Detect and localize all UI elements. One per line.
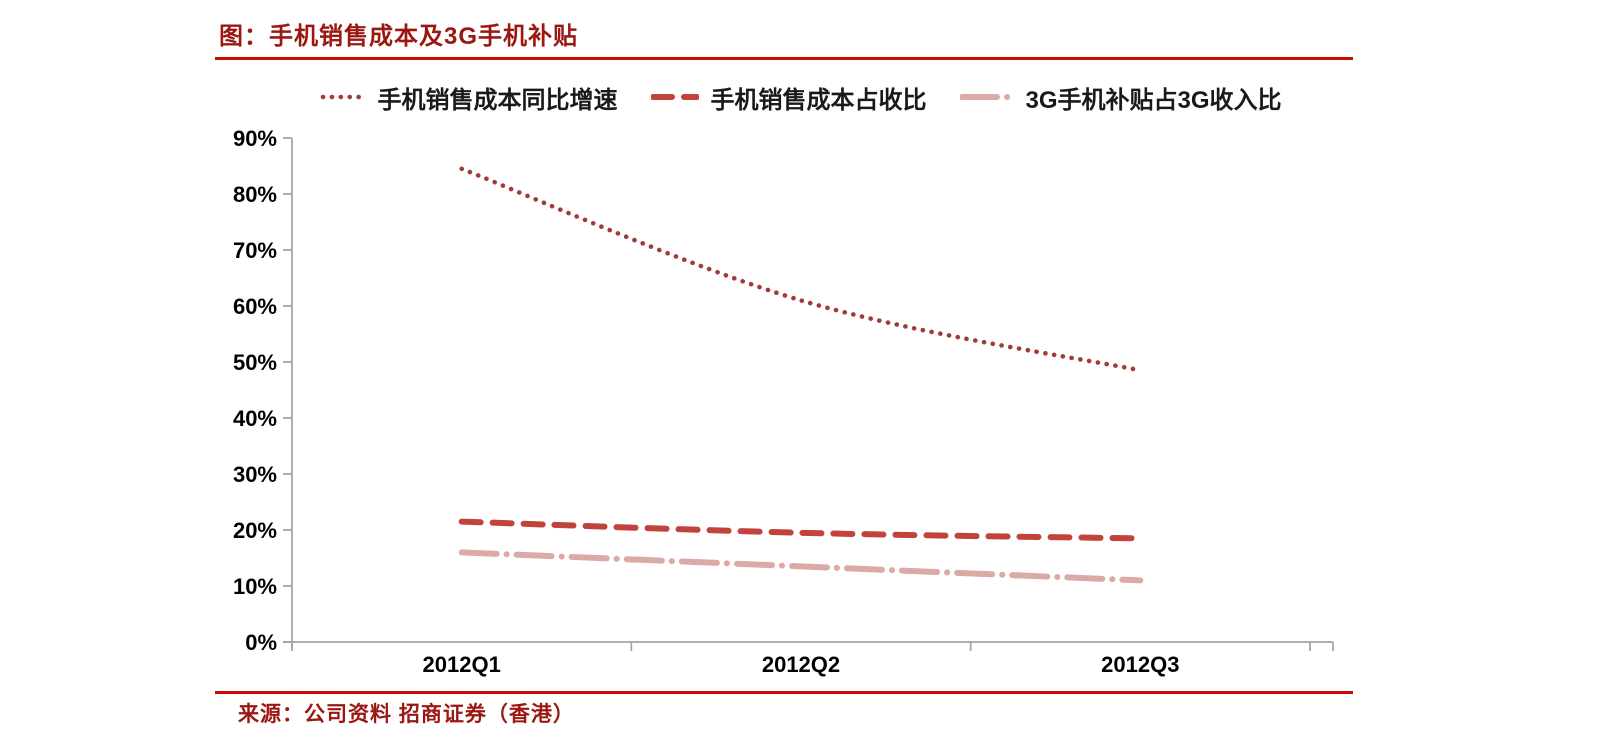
legend-label: 手机销售成本同比增速 — [377, 86, 618, 114]
y-tick-label: 20% — [233, 518, 277, 543]
figure-title: 图：手机销售成本及3G手机补贴 — [219, 23, 579, 50]
legend-item-cost-to-revenue: 手机销售成本占收比 — [651, 80, 926, 115]
x-category-label: 2012Q2 — [762, 652, 840, 677]
bottom-divider-rule — [215, 691, 1353, 694]
y-tick-label: 80% — [233, 182, 277, 207]
source-note: 来源：公司资料 招商证券（香港） — [238, 703, 575, 726]
top-divider-rule — [215, 57, 1353, 60]
chart-legend: 手机销售成本同比增速 手机销售成本占收比 3G手机补贴占3G收入比 — [292, 80, 1310, 115]
y-tick-label: 40% — [233, 406, 277, 431]
y-tick-label: 60% — [233, 294, 277, 319]
y-tick-label: 70% — [233, 238, 277, 263]
x-category-label: 2012Q3 — [1101, 652, 1179, 677]
series-line-2 — [458, 549, 1144, 584]
x-category-label: 2012Q1 — [423, 652, 501, 677]
legend-item-3g-subsidy: 3G手机补贴占3G收入比 — [960, 80, 1282, 115]
y-tick-label: 50% — [233, 350, 277, 375]
y-tick-label: 90% — [233, 126, 277, 151]
long-dash-dot-swatch-icon — [960, 92, 1015, 102]
legend-label: 3G手机补贴占3G收入比 — [1025, 86, 1282, 114]
y-tick-label: 10% — [233, 574, 277, 599]
dotted-line-swatch-icon — [320, 92, 366, 102]
legend-item-cost-yoy-growth: 手机销售成本同比增速 — [320, 80, 617, 115]
y-tick-label: 30% — [233, 462, 277, 487]
dashed-line-swatch-icon — [651, 92, 700, 102]
series-line-1 — [458, 518, 1144, 542]
y-tick-label: 0% — [245, 630, 277, 655]
legend-label: 手机销售成本占收比 — [710, 86, 927, 114]
series-line-0 — [459, 166, 1143, 373]
